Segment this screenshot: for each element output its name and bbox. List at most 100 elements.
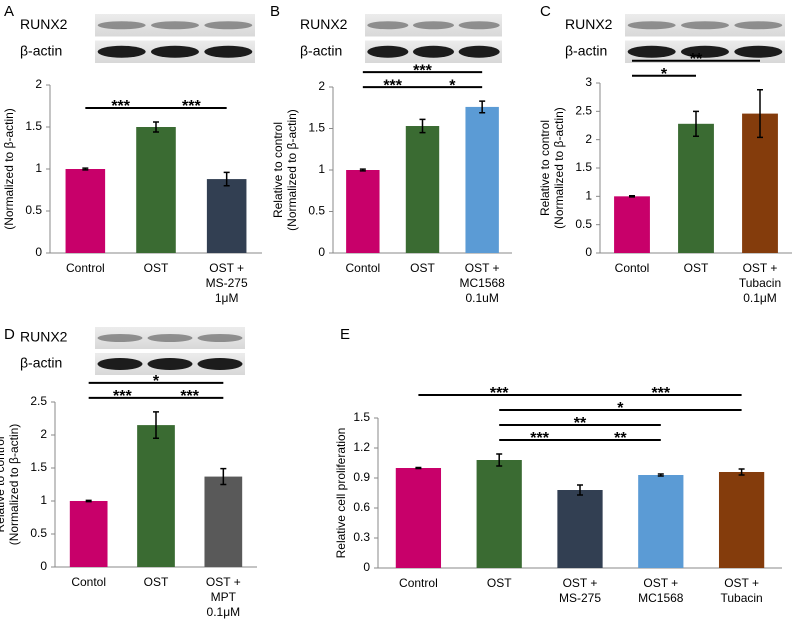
- x-tick-label: Control: [399, 576, 438, 590]
- sig-label: ***: [383, 77, 402, 94]
- y-axis-label: (Normalized to β-actin): [552, 107, 566, 229]
- y-tick-label: 1.5: [30, 460, 47, 474]
- blot-band: [458, 21, 500, 30]
- sig-label: **: [574, 415, 587, 432]
- bar: [678, 123, 714, 253]
- panel-label: E: [340, 326, 350, 343]
- sig-label: ***: [113, 388, 132, 405]
- y-axis-label: (Normalized to β-actin): [7, 424, 21, 546]
- blot-band: [197, 358, 243, 370]
- blot-label: RUNX2: [20, 329, 68, 345]
- x-tick-label: OST +: [563, 576, 598, 590]
- blot-band: [197, 334, 243, 342]
- error-bar: [359, 168, 366, 172]
- x-tick-label: Contol: [345, 261, 380, 275]
- error-bar: [738, 468, 745, 476]
- y-tick-label: 1: [40, 493, 47, 507]
- bar: [137, 425, 175, 567]
- blot-band: [734, 21, 783, 30]
- bar: [638, 475, 684, 568]
- error-bar: [479, 100, 486, 114]
- sig-label: ***: [490, 385, 509, 402]
- blot-band: [97, 334, 143, 342]
- error-bar: [657, 473, 664, 477]
- blot-band: [412, 45, 455, 58]
- x-tick-label: OST: [144, 575, 169, 589]
- y-tick-label: 0.3: [353, 530, 370, 544]
- sig-label: *: [449, 77, 456, 94]
- error-bar: [153, 411, 159, 440]
- y-tick-label: 1: [35, 161, 42, 175]
- y-tick-label: 2.5: [30, 394, 47, 408]
- bar: [204, 476, 243, 567]
- x-tick-label: Contol: [615, 261, 650, 275]
- error-bar: [419, 118, 426, 134]
- x-tick-label: 0.1μM: [207, 605, 241, 619]
- blot-label: RUNX2: [300, 16, 348, 32]
- x-tick-label: OST: [410, 261, 435, 275]
- x-tick-label: OST: [144, 261, 169, 275]
- blot-band: [151, 21, 199, 30]
- y-tick-label: 1: [585, 189, 592, 203]
- error-bar: [577, 484, 583, 496]
- bar: [346, 170, 380, 253]
- blot-band: [97, 45, 146, 58]
- blot-band: [681, 21, 729, 30]
- blot-band: [204, 21, 253, 30]
- panel-label: D: [4, 326, 15, 343]
- blot-band: [458, 45, 500, 58]
- blot-band: [147, 334, 193, 342]
- y-axis-label: Relative to control: [0, 121, 2, 217]
- sig-label: ***: [182, 98, 201, 115]
- x-tick-label: OST +: [209, 261, 244, 275]
- y-axis-label: (Normalized to β-actin): [2, 108, 16, 230]
- blot-label: β-actin: [300, 42, 342, 58]
- bar: [65, 169, 106, 253]
- y-axis-label: (Normalized to β-actin): [285, 109, 299, 231]
- sig-label: *: [661, 66, 668, 83]
- y-tick-label: 0.5: [25, 203, 42, 217]
- y-tick-label: 0: [318, 245, 325, 259]
- y-tick-label: 1.5: [575, 160, 592, 174]
- bar: [718, 472, 765, 568]
- bar: [476, 460, 522, 568]
- sig-label: *: [617, 400, 624, 417]
- x-tick-label: MS-275: [206, 276, 248, 290]
- blot-label: RUNX2: [20, 16, 68, 32]
- error-bar: [223, 171, 230, 187]
- y-tick-label: 2: [585, 132, 592, 146]
- y-tick-label: 0.5: [308, 204, 325, 218]
- x-tick-label: MC1568: [459, 276, 505, 290]
- x-tick-label: MS-275: [559, 591, 601, 605]
- bar: [69, 501, 108, 567]
- blot-band: [97, 358, 143, 370]
- y-tick-label: 1.2: [353, 440, 370, 454]
- y-tick-label: 1.5: [25, 119, 42, 133]
- x-tick-label: Tubacin: [739, 276, 781, 290]
- error-bar: [693, 110, 699, 138]
- y-tick-label: 0: [363, 560, 370, 574]
- y-axis-label: Relative to control: [0, 436, 7, 532]
- x-tick-label: OST +: [643, 576, 678, 590]
- y-tick-label: 3: [585, 75, 592, 89]
- y-tick-label: 2.5: [575, 104, 592, 118]
- panel-label: B: [270, 3, 280, 20]
- sig-label: ***: [111, 98, 130, 115]
- blot-band: [151, 45, 199, 58]
- sig-label: ***: [651, 385, 670, 402]
- blot-band: [627, 45, 676, 58]
- bar: [395, 468, 442, 568]
- bar: [465, 106, 499, 253]
- y-tick-label: 1.5: [308, 121, 325, 135]
- error-bar: [757, 89, 763, 139]
- x-tick-label: 0.1uM: [465, 291, 498, 305]
- panel-label: C: [540, 3, 551, 20]
- y-tick-label: 0.6: [353, 500, 370, 514]
- x-tick-label: 1μM: [215, 291, 239, 305]
- y-tick-label: 1: [318, 162, 325, 176]
- y-tick-label: 2: [40, 427, 47, 441]
- sig-label: ***: [180, 388, 199, 405]
- bar: [405, 126, 440, 253]
- bar: [557, 490, 603, 568]
- y-axis-label: Relative to control: [538, 120, 552, 216]
